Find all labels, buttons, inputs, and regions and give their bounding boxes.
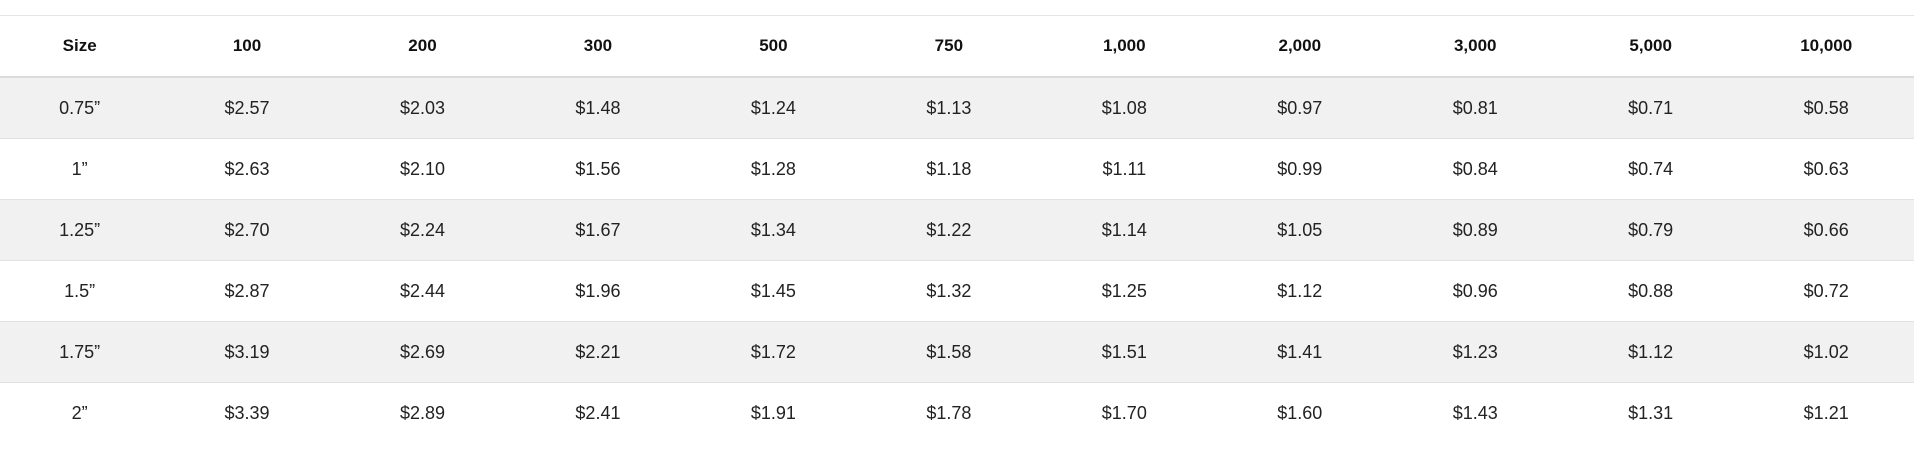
price-cell: $1.34 bbox=[685, 199, 862, 261]
price-cell: $2.87 bbox=[159, 260, 335, 322]
top-divider bbox=[0, 15, 1914, 16]
price-cell: $0.96 bbox=[1387, 260, 1563, 322]
price-cell: $1.43 bbox=[1452, 402, 1498, 423]
price-cell: $1.12 bbox=[1212, 260, 1388, 322]
size-cell: 1.25” bbox=[0, 199, 160, 261]
price-cell: $3.39 bbox=[224, 402, 270, 423]
price-cell: $1.24 bbox=[685, 77, 862, 139]
price-cell: $1.32 bbox=[861, 260, 1037, 322]
table-row: 1.5” $2.87 $2.44 $1.96 $1.45 $1.32 $1.25… bbox=[0, 260, 1914, 322]
price-cell: $1.96 bbox=[510, 260, 686, 322]
price-cell: $1.13 bbox=[861, 77, 1037, 139]
size-cell: 2” bbox=[71, 402, 88, 423]
price-cell: $1.28 bbox=[685, 138, 862, 200]
price-cell: $0.72 bbox=[1738, 260, 1914, 322]
header-qty: 750 bbox=[861, 16, 1037, 78]
table-row: 0.75” $2.57 $2.03 $1.48 $1.24 $1.13 $1.0… bbox=[0, 77, 1914, 139]
price-cell: $1.12 bbox=[1562, 321, 1739, 383]
price-cell: $2.24 bbox=[334, 199, 511, 261]
price-cell: $2.63 bbox=[159, 138, 335, 200]
price-cell: $0.74 bbox=[1562, 138, 1739, 200]
price-cell: $1.56 bbox=[510, 138, 686, 200]
header-qty: 5,000 bbox=[1562, 16, 1739, 78]
price-cell: $0.81 bbox=[1387, 77, 1563, 139]
price-cell: $0.58 bbox=[1738, 77, 1914, 139]
price-cell: $2.57 bbox=[159, 77, 335, 139]
size-cell: 0.75” bbox=[0, 77, 160, 139]
price-cell: $1.11 bbox=[1036, 138, 1213, 200]
header-qty: 1,000 bbox=[1036, 16, 1213, 78]
price-table: Size 100 200 300 500 750 1,000 2,000 3,0… bbox=[0, 16, 1914, 443]
price-cell: $1.51 bbox=[1036, 321, 1213, 383]
price-cell: $0.84 bbox=[1387, 138, 1563, 200]
header-qty: 2,000 bbox=[1212, 16, 1388, 78]
price-cell: $1.58 bbox=[861, 321, 1037, 383]
header-row: Size 100 200 300 500 750 1,000 2,000 3,0… bbox=[0, 16, 1914, 78]
price-cell: $2.89 bbox=[399, 402, 446, 423]
size-cell: 1” bbox=[0, 138, 160, 200]
price-cell: $0.99 bbox=[1212, 138, 1388, 200]
price-cell: $1.78 bbox=[926, 402, 972, 423]
header-qty: 200 bbox=[334, 16, 511, 78]
price-cell: $1.45 bbox=[685, 260, 862, 322]
price-cell: $1.31 bbox=[1628, 402, 1674, 423]
size-cell: 1.5” bbox=[0, 260, 160, 322]
price-cell: $1.67 bbox=[510, 199, 686, 261]
price-cell: $1.08 bbox=[1036, 77, 1213, 139]
table-row: 1” $2.63 $2.10 $1.56 $1.28 $1.18 $1.11 $… bbox=[0, 138, 1914, 200]
price-cell: $1.70 bbox=[1101, 402, 1147, 423]
price-cell: $1.18 bbox=[861, 138, 1037, 200]
price-cell: $1.41 bbox=[1212, 321, 1388, 383]
header-size: Size bbox=[0, 16, 160, 78]
price-cell: $2.21 bbox=[510, 321, 686, 383]
price-cell: $0.63 bbox=[1738, 138, 1914, 200]
price-cell: $2.69 bbox=[334, 321, 511, 383]
price-cell: $2.44 bbox=[334, 260, 511, 322]
price-cell: $1.21 bbox=[1803, 402, 1849, 423]
table-row: 2” $3.39 $2.89 $2.41 $1.91 $1.78 $1.70 $… bbox=[0, 383, 1914, 444]
price-cell: $2.10 bbox=[334, 138, 511, 200]
price-cell: $2.03 bbox=[334, 77, 511, 139]
header-qty: 10,000 bbox=[1738, 16, 1914, 78]
header-qty: 500 bbox=[685, 16, 862, 78]
size-cell: 1.75” bbox=[0, 321, 160, 383]
header-qty: 100 bbox=[159, 16, 335, 78]
price-cell: $2.41 bbox=[575, 402, 621, 423]
header-qty: 3,000 bbox=[1387, 16, 1563, 78]
table-row: 1.75” $3.19 $2.69 $2.21 $1.72 $1.58 $1.5… bbox=[0, 321, 1914, 383]
price-cell: $1.14 bbox=[1036, 199, 1213, 261]
price-cell: $0.89 bbox=[1387, 199, 1563, 261]
price-cell: $0.79 bbox=[1562, 199, 1739, 261]
price-cell: $0.66 bbox=[1738, 199, 1914, 261]
price-cell: $1.60 bbox=[1277, 402, 1323, 423]
price-cell: $1.25 bbox=[1036, 260, 1213, 322]
price-cell: $1.72 bbox=[685, 321, 862, 383]
price-cell: $0.71 bbox=[1562, 77, 1739, 139]
table-row: 1.25” $2.70 $2.24 $1.67 $1.34 $1.22 $1.1… bbox=[0, 199, 1914, 261]
price-cell: $2.70 bbox=[159, 199, 335, 261]
price-cell: $1.05 bbox=[1212, 199, 1388, 261]
price-cell: $1.48 bbox=[510, 77, 686, 139]
price-cell: $1.02 bbox=[1738, 321, 1914, 383]
price-cell: $3.19 bbox=[159, 321, 335, 383]
price-cell: $1.91 bbox=[750, 402, 796, 423]
price-table-body: 0.75” $2.57 $2.03 $1.48 $1.24 $1.13 $1.0… bbox=[0, 77, 1914, 443]
price-cell: $0.88 bbox=[1562, 260, 1739, 322]
price-cell: $0.97 bbox=[1212, 77, 1388, 139]
header-qty: 300 bbox=[510, 16, 686, 78]
price-cell: $1.22 bbox=[861, 199, 1037, 261]
price-cell: $1.23 bbox=[1387, 321, 1563, 383]
